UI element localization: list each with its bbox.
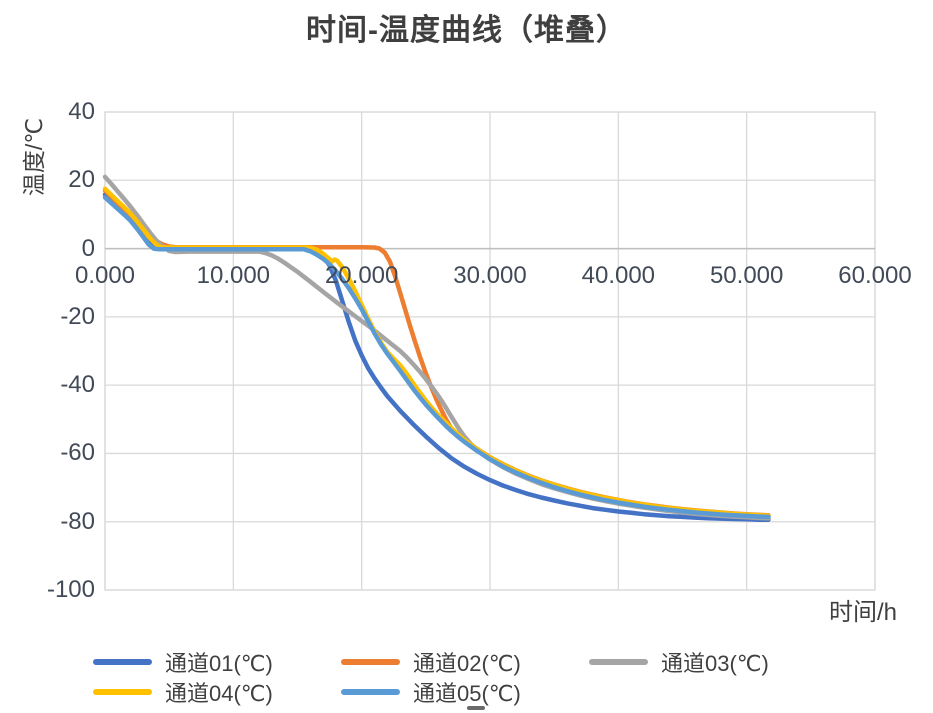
x-axis-title: 时间/h	[828, 599, 897, 626]
y-tick-label: -20	[60, 302, 95, 330]
x-tick-label: 10.000	[196, 262, 271, 289]
y-tick-label: 20	[68, 166, 95, 194]
legend-label: 通道02(℃)	[413, 651, 521, 676]
y-tick-label: -80	[60, 507, 95, 535]
y-tick-label: 0	[81, 234, 95, 262]
y-tick-label: 40	[68, 98, 95, 125]
series-line-通道05(℃)	[102, 195, 771, 520]
legend-label: 通道04(℃)	[165, 681, 273, 706]
legend-swatch-icon	[589, 659, 648, 665]
x-tick-label: 40.000	[581, 262, 656, 289]
series-line-通道04(℃)	[102, 186, 771, 518]
series-line-通道01(℃)	[102, 192, 771, 522]
legend-item: 通道05(℃)	[341, 678, 521, 706]
x-tick-label: 60.000	[838, 262, 912, 289]
legend-item: 通道04(℃)	[93, 678, 273, 706]
legend-swatch-icon	[341, 659, 400, 665]
legend-item: 通道01(℃)	[93, 648, 273, 676]
legend-item: 通道03(℃)	[589, 648, 769, 676]
x-tick-label: 50.000	[709, 262, 784, 289]
y-axis-title: 温度/℃	[21, 117, 47, 197]
legend-swatch-icon	[93, 689, 152, 695]
y-tick-label: -60	[60, 439, 95, 467]
chart-title: 时间-温度曲线（堆叠）	[306, 14, 627, 47]
legend-label: 通道01(℃)	[165, 651, 273, 676]
x-tick-label: 0.000	[74, 262, 136, 289]
clipped-legend-fragment	[467, 706, 485, 710]
series-line-通道03(℃)	[102, 174, 771, 521]
legend-label: 通道03(℃)	[661, 651, 769, 676]
x-tick-label: 30.000	[453, 262, 527, 289]
legend-label: 通道05(℃)	[413, 681, 521, 706]
legend-swatch-icon	[93, 659, 152, 665]
plot-border	[104, 111, 876, 591]
series-line-通道02(℃)	[102, 188, 771, 518]
legend-swatch-icon	[341, 689, 400, 695]
x-tick-label: 20.000	[324, 262, 399, 289]
y-tick-label: -100	[46, 576, 95, 603]
legend-item: 通道02(℃)	[341, 648, 521, 676]
y-tick-label: -40	[60, 371, 95, 399]
